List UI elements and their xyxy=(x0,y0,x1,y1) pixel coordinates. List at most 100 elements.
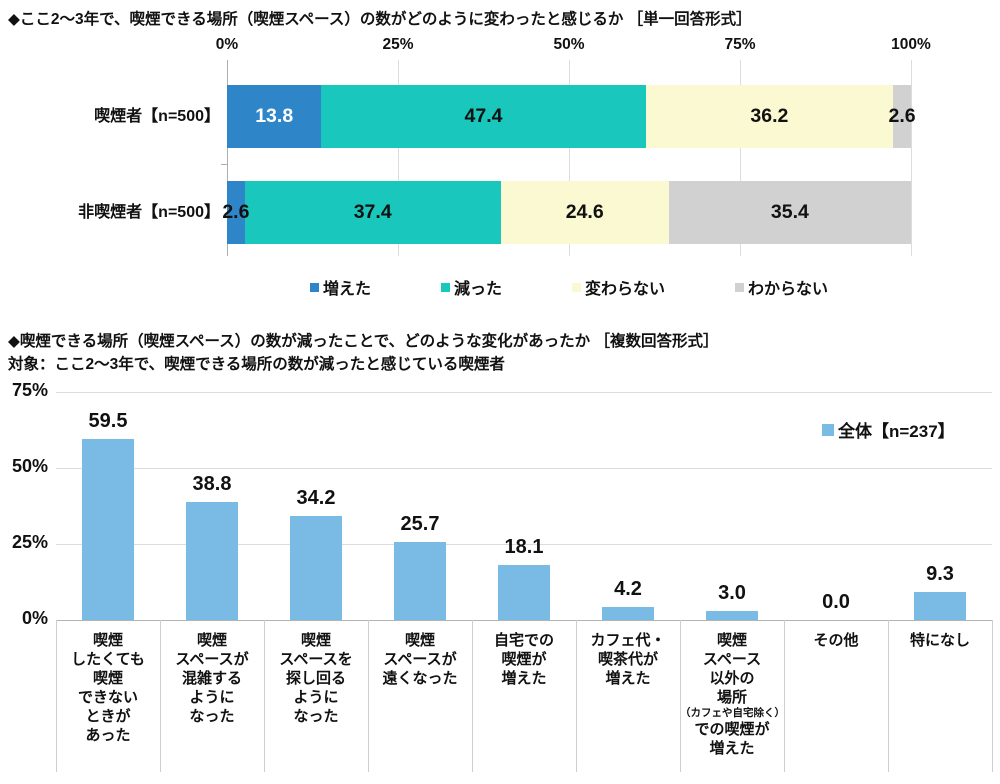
legend-swatch xyxy=(440,282,450,292)
category-label-line: 以外の xyxy=(709,670,755,687)
category-divider xyxy=(992,620,993,772)
legend-item: わからない xyxy=(735,275,828,299)
x-axis-tick-label: 0% xyxy=(215,36,239,53)
bar-value-label: 9.3 xyxy=(926,562,954,585)
category-label-line: スペースを xyxy=(279,651,353,668)
chart2-subtitle: 対象：ここ2～3年で、喫煙できる場所の数が減ったと感じている喫煙者 xyxy=(8,356,505,373)
y-gridline xyxy=(56,468,992,469)
segment-value-label: 24.6 xyxy=(565,201,604,223)
category-label-line: したくても xyxy=(71,651,145,668)
category-label-line: スペース xyxy=(702,651,762,668)
segment-value-label: 36.2 xyxy=(750,105,789,127)
x-gridline xyxy=(569,60,570,256)
category-divider xyxy=(680,620,681,772)
legend-item: 増えた xyxy=(309,275,371,299)
category-divider xyxy=(784,620,785,772)
segment-value-label: 37.4 xyxy=(353,201,392,223)
category-label-line: カフェ代・ xyxy=(590,632,666,649)
chart2-title: ◆喫煙できる場所（喫煙スペース）の数が減ったことで、どのような変化があったか ［… xyxy=(8,333,719,350)
category-label-line: 混雑する xyxy=(181,670,242,687)
bar-value-label: 59.5 xyxy=(88,410,128,433)
bar xyxy=(602,607,654,620)
x-axis-tick-label: 75% xyxy=(724,36,756,53)
bar-value-label: 0.0 xyxy=(822,591,850,613)
category-label-line: あった xyxy=(85,727,131,744)
segment-value-label: 13.8 xyxy=(255,105,294,127)
legend-label: 全体【n=237】 xyxy=(838,422,955,441)
legend-label: 変わらない xyxy=(585,281,666,298)
bar-value-label: 18.1 xyxy=(504,536,544,558)
bar xyxy=(82,439,134,620)
legend-label: 増えた xyxy=(322,281,371,298)
category-label: その他 xyxy=(784,631,888,650)
x-axis-line xyxy=(56,620,992,621)
category-divider xyxy=(472,620,473,772)
bar xyxy=(290,516,342,620)
category-label-line: 自宅での xyxy=(493,632,554,649)
x-axis-tick-label: 25% xyxy=(382,36,414,53)
category-label-line: 特になし xyxy=(909,632,970,649)
y-gridline xyxy=(56,544,992,545)
chart2-legend: 全体【n=237】 xyxy=(822,417,955,442)
category-label-line: 探し回る xyxy=(285,670,346,687)
category-label-line: 喫煙 xyxy=(300,632,331,649)
y-axis-line xyxy=(227,60,228,256)
bar-value-label: 4.2 xyxy=(614,578,642,601)
bar-value-label: 38.8 xyxy=(192,473,232,495)
bar xyxy=(914,591,966,620)
bar xyxy=(186,502,238,620)
category-label-line: 喫煙 xyxy=(716,632,747,649)
category-label-line: 喫煙 xyxy=(196,632,227,649)
category-divider xyxy=(56,620,57,772)
bar-segment xyxy=(668,181,911,244)
category-label-line: 増えた xyxy=(709,740,755,757)
y-axis-tick-label: 50% xyxy=(11,456,48,476)
category-label-line: その他 xyxy=(813,632,859,649)
category-label-line: スペースが xyxy=(383,651,457,668)
category-label-line: 喫煙 xyxy=(92,632,123,649)
y-gridline xyxy=(56,392,992,393)
legend-item: 減った xyxy=(440,275,502,299)
category-divider xyxy=(368,620,369,772)
category-label: 喫煙スペースが混雑するようになった xyxy=(160,631,264,726)
legend-swatch xyxy=(822,423,834,436)
category-label-line: なった xyxy=(189,708,235,725)
bar xyxy=(498,565,550,620)
bar-segment xyxy=(244,181,501,244)
x-axis-tick-label: 50% xyxy=(553,36,585,53)
category-divider xyxy=(576,620,577,772)
y-axis-tick-label: 0% xyxy=(21,608,48,628)
chart1-title: ◆ここ2～3年で、喫煙できる場所（喫煙スペース）の数がどのように変わったと感じる… xyxy=(8,11,752,28)
category-label-line: 場所 xyxy=(716,689,747,706)
category-label: 喫煙 スペースが 遠くなった xyxy=(368,631,472,688)
x-gridline xyxy=(911,60,912,256)
chart1-legend: 増えた 減った 変わらない わからない xyxy=(227,276,911,298)
category-label-line: （カフェや自宅除く） xyxy=(680,707,785,719)
row-label: 非喫煙者【n=500】 xyxy=(78,204,220,221)
category-label-line: 増えた xyxy=(501,670,547,687)
category-label-line: ように xyxy=(189,689,235,706)
legend-label: 減った xyxy=(453,281,502,298)
bar-segment xyxy=(227,85,322,148)
legend-swatch xyxy=(309,282,319,292)
category-label-line: ときが xyxy=(85,708,131,725)
bar-value-label: 3.0 xyxy=(718,581,746,604)
category-divider xyxy=(888,620,889,772)
category-label-line: スペースが xyxy=(175,651,249,668)
category-label-line: ように xyxy=(293,689,339,706)
bar xyxy=(706,610,758,620)
axis-tick xyxy=(221,164,227,165)
category-label: 喫煙 スペースを 探し回る ように なった xyxy=(264,631,368,726)
bar-segment xyxy=(321,85,646,148)
category-label-line: 増えた xyxy=(605,670,651,687)
legend-item: 変わらない xyxy=(572,275,665,299)
category-divider xyxy=(264,620,265,772)
legend-swatch xyxy=(572,282,581,292)
category-label-line: 喫煙が xyxy=(501,651,547,668)
bar-value-label: 25.7 xyxy=(400,512,440,535)
